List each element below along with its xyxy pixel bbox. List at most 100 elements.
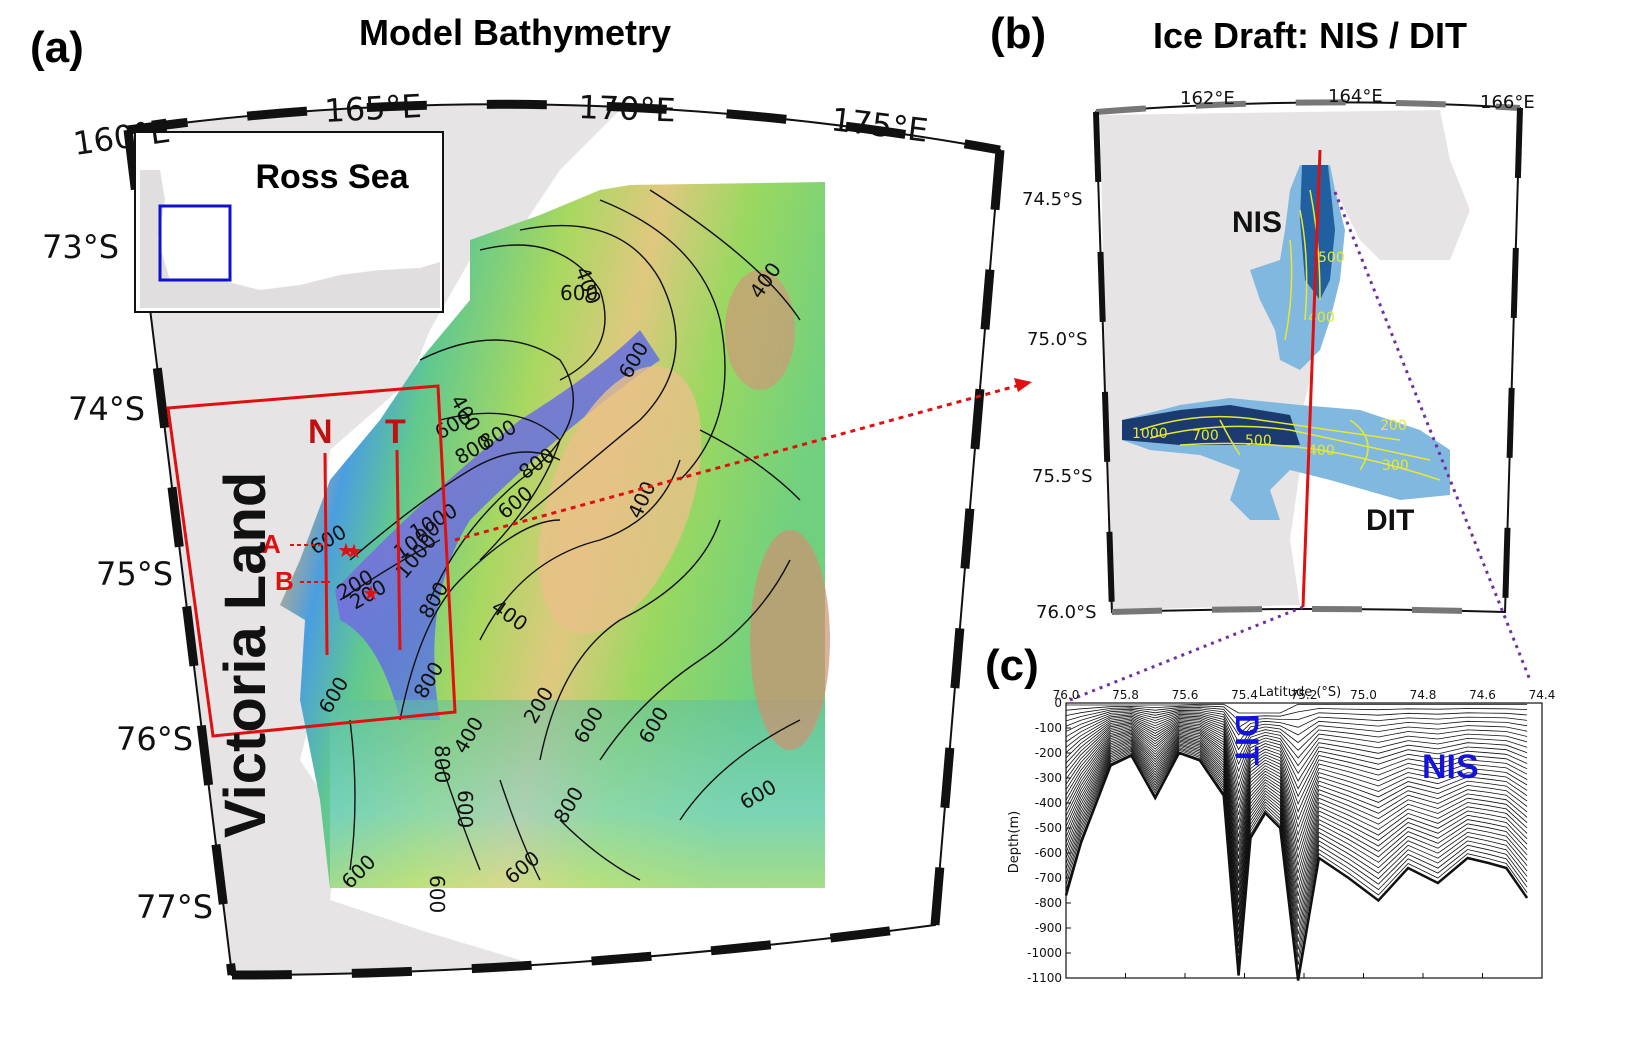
panel-c-label: (c) xyxy=(985,641,1039,690)
y-tick-label: -900 xyxy=(1035,921,1062,935)
section-line-n xyxy=(323,452,329,656)
panel-b-frame xyxy=(1093,99,1523,615)
sigma-layer-line xyxy=(1065,725,1528,830)
sigma-layer-line xyxy=(1064,751,1529,981)
x-tick-label: 75.8 xyxy=(1112,688,1139,702)
sigma-layer-line xyxy=(1065,711,1528,751)
section-label-t: T xyxy=(385,413,406,451)
sigma-layer-line xyxy=(1065,743,1528,927)
lat-label: 75.0°S xyxy=(1027,329,1088,350)
ice-contour-label: 1000 xyxy=(1132,426,1168,442)
x-tick-label: 74.4 xyxy=(1529,688,1556,702)
contour-label: 800 xyxy=(430,745,454,783)
lat-label: 73°S xyxy=(42,228,119,266)
x-tick-label: 75.2 xyxy=(1291,688,1318,702)
sigma-layer-line xyxy=(1065,715,1528,773)
lat-label-group: 73°S 74°S 75°S 76°S 77°S xyxy=(42,228,213,926)
sigma-layer-line xyxy=(1065,724,1528,823)
sigma-layer-line xyxy=(1065,706,1528,729)
y-tick-label: -200 xyxy=(1035,746,1062,760)
panel-a-title: Model Bathymetry xyxy=(359,12,671,53)
lon-label: 170°E xyxy=(578,88,677,129)
sigma-layer-line xyxy=(1065,747,1528,950)
lat-label: 76°S xyxy=(116,720,193,758)
star-marker: ★ xyxy=(345,539,363,563)
y-tick-group: 0 -100 -200 -300 -400 -500 -600 -700 -800 -900 -10… xyxy=(1027,696,1071,985)
lat-label: 76.0°S xyxy=(1036,602,1097,623)
panel-c: (c) Latitude (°S) Depth(m) 76.0 75.8 75.6 7… xyxy=(985,641,1555,985)
lon-label: 165°E xyxy=(323,87,422,130)
y-tick-label: -400 xyxy=(1035,796,1062,810)
ice-contour-label: 500 xyxy=(1318,250,1345,266)
sigma-layer-line xyxy=(1065,731,1528,860)
arrow-head xyxy=(1014,378,1032,392)
y-tick-label: -500 xyxy=(1035,821,1062,835)
connector-line xyxy=(1069,605,1304,702)
sigma-layer-line xyxy=(1065,741,1528,920)
dit-label-c: DIT xyxy=(1229,714,1265,766)
sigma-layer-line xyxy=(1065,736,1528,889)
y-tick-label: -100 xyxy=(1035,721,1062,735)
sigma-layer-line xyxy=(1065,729,1528,852)
south-basin xyxy=(330,700,825,888)
sigma-layer-line xyxy=(1065,732,1528,867)
panel-b-lon-label-group: 162°E 164°E 166°E xyxy=(1180,86,1535,113)
y-tick-label: -300 xyxy=(1035,771,1062,785)
star-marker: ★ xyxy=(362,581,380,605)
x-tick-label: 76.0 xyxy=(1053,688,1080,702)
sigma-layer-line xyxy=(1065,748,1528,958)
bank-shoal xyxy=(538,366,702,634)
nis-label: NIS xyxy=(1232,206,1282,239)
contour-label: 600 xyxy=(560,281,598,305)
sigma-layer-line xyxy=(1065,709,1528,743)
inset-title: Ross Sea xyxy=(255,158,409,196)
y-tick-label: -1000 xyxy=(1027,946,1062,960)
section-line-b xyxy=(1301,149,1322,608)
sigma-layer-line xyxy=(1065,719,1528,795)
star-marker: ★ xyxy=(337,538,355,562)
dit-ice-core xyxy=(1122,405,1300,445)
panel-b-title: Ice Draft: NIS / DIT xyxy=(1153,15,1467,56)
y-tick-label: -1100 xyxy=(1027,971,1062,985)
x-tick-label: 75.6 xyxy=(1172,688,1199,702)
study-region-box xyxy=(166,384,457,738)
x-tick-group: 76.0 75.8 75.6 75.4 75.2 75.0 74.8 74.6 74.4 xyxy=(1053,688,1556,978)
sigma-layer-line xyxy=(1065,720,1528,801)
sigma-layers xyxy=(1064,703,1529,981)
x-tick-label: 74.8 xyxy=(1410,688,1437,702)
sigma-layer-line xyxy=(1065,721,1528,808)
sigma-layer-line xyxy=(1065,745,1528,943)
nis-label-c: NIS xyxy=(1422,748,1479,786)
connector-arrow xyxy=(454,383,1021,542)
lat-label: 75°S xyxy=(96,555,173,593)
lon-label: 162°E xyxy=(1180,88,1235,109)
point-label-b: B xyxy=(275,566,294,596)
lat-label: 75.5°S xyxy=(1032,466,1093,487)
bank-shoal-north xyxy=(725,270,795,390)
sigma-layer-line xyxy=(1065,728,1528,845)
sigma-layer-line xyxy=(1065,716,1528,780)
lon-label: 164°E xyxy=(1328,86,1383,107)
y-tick-label: 0 xyxy=(1054,696,1062,710)
section-label-n: N xyxy=(308,413,333,451)
sigma-layer-line xyxy=(1065,727,1528,838)
panel-a-label: (a) xyxy=(30,23,84,72)
sigma-layer-line xyxy=(1065,749,1528,966)
lat-label: 77°S xyxy=(136,888,213,926)
ice-contour-label-group: 500 400 1000 700 500 400 300 200 xyxy=(1132,250,1409,474)
region-label-victoria-land: Victoria Land xyxy=(213,472,278,838)
y-axis-title: Depth(m) xyxy=(1007,811,1022,873)
inset-land xyxy=(140,170,440,308)
ice-contour-label: 400 xyxy=(1308,443,1335,459)
y-tick-label: -800 xyxy=(1035,896,1062,910)
panel-b-label: (b) xyxy=(990,9,1046,58)
lat-label: 74°S xyxy=(68,390,145,428)
panel-b: (b) Ice Draft: NIS / DIT 500 400 1000 70… xyxy=(990,9,1535,702)
sigma-layer-line xyxy=(1065,713,1528,766)
panel-a: (a) Model Bathymetry xyxy=(30,12,1032,980)
sigma-layer-line xyxy=(1065,739,1528,904)
ice-contour-label: 200 xyxy=(1380,418,1407,434)
sigma-layer-line xyxy=(1065,744,1528,935)
sigma-layer-line xyxy=(1065,740,1528,912)
